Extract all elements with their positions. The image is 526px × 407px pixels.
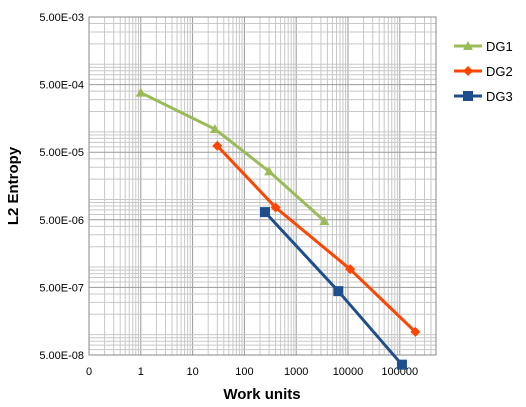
data-point-dg1 bbox=[135, 87, 146, 97]
data-point-dg2 bbox=[410, 326, 421, 337]
x-tick-label: 0 bbox=[86, 366, 92, 378]
data-point-dg1 bbox=[319, 215, 330, 225]
x-tick-label: 100000 bbox=[381, 366, 418, 378]
series-line-dg2 bbox=[216, 144, 417, 333]
legend-label: DG3 bbox=[486, 89, 513, 104]
x-tick-label: 1000 bbox=[284, 366, 308, 378]
data-point-dg1 bbox=[264, 166, 275, 176]
data-point-dg3 bbox=[333, 286, 344, 297]
y-tick-label: 5.00E-06 bbox=[39, 215, 84, 227]
y-tick-label: 5.00E-08 bbox=[39, 350, 84, 362]
y-axis-title: L2 Entropy bbox=[5, 146, 22, 225]
series-dg1 bbox=[135, 87, 330, 225]
y-tick-label: 5.00E-05 bbox=[39, 147, 84, 159]
series-dg3 bbox=[260, 207, 407, 370]
legend-marker bbox=[463, 41, 473, 50]
series-dg2 bbox=[212, 140, 421, 337]
y-tick-label: 5.00E-03 bbox=[39, 12, 84, 24]
data-point-dg2 bbox=[270, 202, 281, 213]
x-tick-label: 100 bbox=[235, 366, 253, 378]
legend-label: DG1 bbox=[486, 39, 513, 54]
data-point-dg3 bbox=[260, 207, 271, 218]
legend-marker bbox=[463, 66, 473, 76]
y-tick-label: 5.00E-07 bbox=[39, 282, 84, 294]
x-tick-labels: 0 1 10 100 1000 10000 100000 bbox=[86, 366, 418, 378]
x-tick-label: 1 bbox=[138, 366, 144, 378]
plot-area bbox=[89, 17, 436, 355]
legend-item-dg3: DG3 bbox=[454, 89, 513, 104]
x-tick-label: 10000 bbox=[333, 366, 364, 378]
series-group bbox=[135, 87, 421, 370]
y-tick-label: 5.00E-04 bbox=[39, 80, 84, 92]
y-tick-labels: 5.00E-08 5.00E-07 5.00E-06 5.00E-05 5.00E-04… bbox=[39, 12, 84, 362]
legend: DG1 DG2 DG3 bbox=[454, 39, 513, 104]
data-point-dg1 bbox=[209, 124, 220, 134]
plot-border bbox=[88, 16, 437, 356]
data-point-dg2 bbox=[345, 264, 356, 275]
series-line-dg1 bbox=[140, 91, 326, 223]
x-axis-title: Work units bbox=[223, 386, 300, 403]
legend-item-dg2: DG2 bbox=[454, 64, 513, 79]
legend-item-dg1: DG1 bbox=[454, 39, 513, 54]
legend-marker bbox=[463, 91, 473, 101]
legend-label: DG2 bbox=[486, 64, 513, 79]
data-point-dg2 bbox=[212, 140, 223, 151]
grid bbox=[89, 17, 436, 355]
x-tick-label: 10 bbox=[186, 366, 198, 378]
data-point-dg3 bbox=[396, 359, 407, 370]
